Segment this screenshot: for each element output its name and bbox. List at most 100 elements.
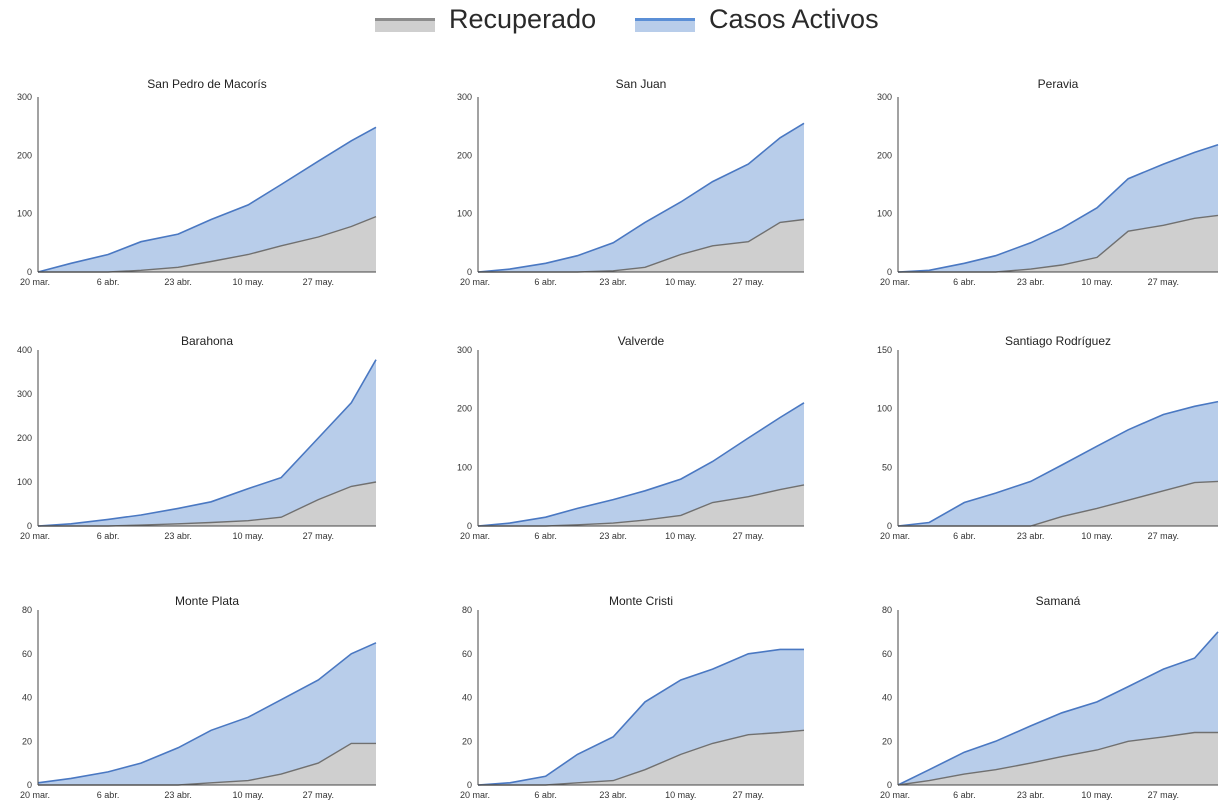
x-tick-label-san-juan: 20 mar. xyxy=(460,277,490,287)
y-tick-label-santiago-rodriguez: 0 xyxy=(887,521,892,531)
active-line-monte-plata xyxy=(37,642,377,784)
x-tick-label-monte-cristi: 10 may. xyxy=(665,790,696,800)
recovered-area-barahona xyxy=(38,482,376,526)
x-tick-label-samana: 6 abr. xyxy=(953,790,976,800)
x-tick-label-samana: 27 may. xyxy=(1148,790,1179,800)
panel-title-santiago-rodriguez: Santiago Rodríguez xyxy=(1005,334,1111,348)
y-tick-label-san-pedro-de-macoris: 200 xyxy=(17,150,32,160)
y-tick-label-santiago-rodriguez: 50 xyxy=(882,462,892,472)
legend-label-casos-activos: Casos Activos xyxy=(709,4,879,34)
panel-barahona: Barahona 0 100 200 300 400 20 mar. 6 abr. 23 abr… xyxy=(17,334,377,541)
panel-title-valverde: Valverde xyxy=(618,334,665,348)
x-tick-label-san-pedro-de-macoris: 10 may. xyxy=(233,277,264,287)
recovered-area-peravia xyxy=(898,215,1218,272)
active-line-samana xyxy=(897,631,1219,786)
x-tick-label-samana: 10 may. xyxy=(1081,790,1112,800)
y-tick-label-peravia: 100 xyxy=(877,209,892,219)
y-tick-label-valverde: 0 xyxy=(467,521,472,531)
legend-item-recuperado: Recuperado xyxy=(375,4,596,35)
y-tick-label-valverde: 200 xyxy=(457,404,472,414)
y-tick-label-peravia: 300 xyxy=(877,92,892,102)
x-tick-label-san-juan: 10 may. xyxy=(665,277,696,287)
x-tick-label-barahona: 27 may. xyxy=(303,531,334,541)
y-tick-label-san-juan: 0 xyxy=(467,267,472,277)
y-tick-label-peravia: 200 xyxy=(877,150,892,160)
y-tick-label-san-juan: 100 xyxy=(457,209,472,219)
panel-monte-plata: Monte Plata 0 20 40 60 80 20 mar. 6 abr. 23 abr.… xyxy=(20,594,377,800)
y-tick-label-san-pedro-de-macoris: 300 xyxy=(17,92,32,102)
y-tick-label-valverde: 100 xyxy=(457,462,472,472)
y-tick-label-barahona: 100 xyxy=(17,477,32,487)
x-tick-label-barahona: 20 mar. xyxy=(20,531,50,541)
x-tick-label-barahona: 6 abr. xyxy=(97,531,120,541)
panel-title-barahona: Barahona xyxy=(181,334,233,348)
x-tick-label-barahona: 23 abr. xyxy=(164,531,192,541)
y-tick-label-san-juan: 300 xyxy=(457,92,472,102)
y-tick-label-peravia: 0 xyxy=(887,267,892,277)
recovered-area-monte-cristi xyxy=(478,730,804,785)
legend-swatch-recuperado xyxy=(375,17,435,32)
y-tick-label-san-pedro-de-macoris: 0 xyxy=(27,267,32,277)
x-tick-label-barahona: 10 may. xyxy=(233,531,264,541)
x-tick-label-santiago-rodriguez: 23 abr. xyxy=(1017,531,1045,541)
x-tick-label-samana: 23 abr. xyxy=(1017,790,1045,800)
y-tick-label-samana: 0 xyxy=(887,780,892,790)
x-tick-label-valverde: 27 may. xyxy=(733,531,764,541)
x-tick-label-peravia: 27 may. xyxy=(1148,277,1179,287)
x-tick-label-monte-plata: 23 abr. xyxy=(164,790,192,800)
active-area-santiago-rodriguez xyxy=(898,401,1218,526)
active-area-san-juan xyxy=(478,123,804,272)
y-tick-label-monte-plata: 60 xyxy=(22,649,32,659)
y-tick-label-valverde: 300 xyxy=(457,345,472,355)
x-tick-label-san-juan: 23 abr. xyxy=(599,277,627,287)
x-tick-label-monte-cristi: 20 mar. xyxy=(460,790,490,800)
active-line-san-pedro-de-macoris xyxy=(37,126,377,273)
x-tick-label-san-pedro-de-macoris: 27 may. xyxy=(303,277,334,287)
y-tick-label-monte-cristi: 80 xyxy=(462,605,472,615)
x-tick-label-valverde: 10 may. xyxy=(665,531,696,541)
x-tick-label-san-juan: 27 may. xyxy=(733,277,764,287)
x-tick-label-peravia: 10 may. xyxy=(1081,277,1112,287)
chart-legend: Recuperado Casos Activos xyxy=(0,0,1221,44)
active-line-san-juan xyxy=(477,122,805,273)
y-tick-label-barahona: 300 xyxy=(17,389,32,399)
x-tick-label-monte-cristi: 27 may. xyxy=(733,790,764,800)
active-area-san-pedro-de-macoris xyxy=(38,127,376,272)
recovered-line-samana xyxy=(897,731,1218,786)
y-tick-label-samana: 80 xyxy=(882,605,892,615)
y-tick-label-monte-cristi: 60 xyxy=(462,649,472,659)
panel-title-san-pedro-de-macoris: San Pedro de Macorís xyxy=(147,77,266,91)
recovered-area-samana xyxy=(898,732,1218,785)
panel-title-san-juan: San Juan xyxy=(616,77,667,91)
recovered-area-santiago-rodriguez xyxy=(898,481,1218,526)
legend-item-casos-activos: Casos Activos xyxy=(635,4,879,35)
y-tick-label-monte-plata: 80 xyxy=(22,605,32,615)
panel-monte-cristi: Monte Cristi 0 20 40 60 80 20 mar. 6 abr. 23 abr… xyxy=(460,594,805,800)
recovered-area-san-juan xyxy=(478,219,804,272)
active-area-barahona xyxy=(38,359,376,526)
y-tick-label-monte-cristi: 20 xyxy=(462,736,472,746)
legend-label-recuperado: Recuperado xyxy=(449,4,597,34)
active-line-valverde xyxy=(477,402,805,527)
panel-peravia: Peravia 0 100 200 300 20 mar. 6 abr. 23 abr. 10 … xyxy=(877,77,1219,287)
y-tick-label-monte-cristi: 40 xyxy=(462,693,472,703)
x-tick-label-san-pedro-de-macoris: 6 abr. xyxy=(97,277,120,287)
panel-samana: Samaná 0 20 40 60 80 20 mar. 6 abr. 23 abr. 10 ma… xyxy=(880,594,1219,800)
x-tick-label-valverde: 6 abr. xyxy=(534,531,557,541)
x-tick-label-monte-cristi: 6 abr. xyxy=(534,790,557,800)
x-tick-label-san-juan: 6 abr. xyxy=(534,277,557,287)
x-tick-label-peravia: 6 abr. xyxy=(953,277,976,287)
active-line-monte-cristi xyxy=(477,648,804,786)
y-tick-label-santiago-rodriguez: 150 xyxy=(877,345,892,355)
y-tick-label-monte-plata: 0 xyxy=(27,780,32,790)
panel-san-pedro-de-macoris: San Pedro de Macorís 0 100 200 300 20 mar. 6 a… xyxy=(17,77,377,287)
active-line-peravia xyxy=(897,144,1219,273)
x-tick-label-monte-plata: 27 may. xyxy=(303,790,334,800)
active-line-barahona xyxy=(37,359,377,527)
y-tick-label-monte-plata: 20 xyxy=(22,736,32,746)
y-tick-label-san-juan: 200 xyxy=(457,150,472,160)
panel-title-monte-plata: Monte Plata xyxy=(175,594,239,608)
x-tick-label-san-pedro-de-macoris: 23 abr. xyxy=(164,277,192,287)
panel-valverde: Valverde 0 100 200 300 20 mar. 6 abr. 23 abr. 10… xyxy=(457,334,805,541)
